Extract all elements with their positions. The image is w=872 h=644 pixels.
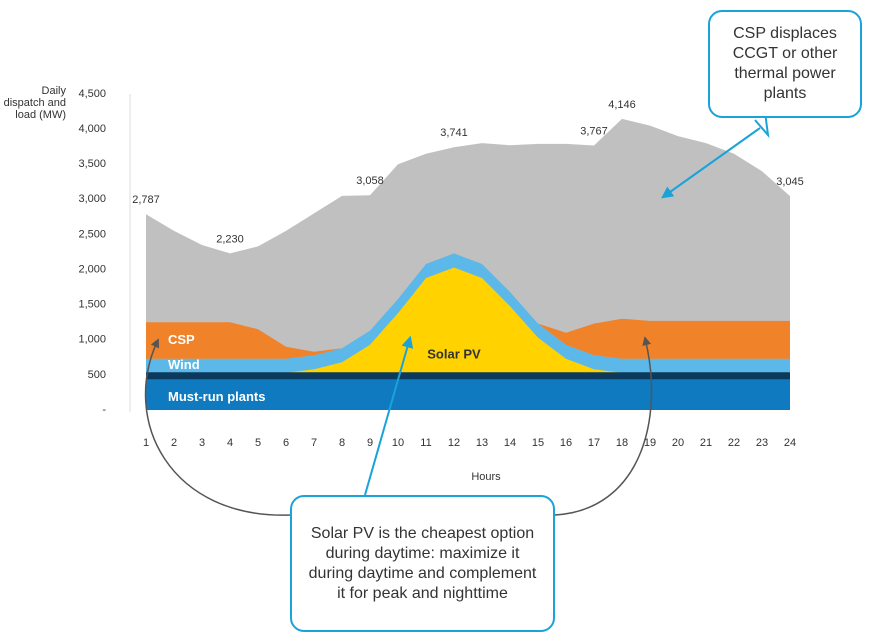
arrow [364, 335, 414, 496]
y-tick-label: 3,500 [78, 158, 106, 170]
value-label: 3,045 [776, 176, 804, 188]
x-tick-label: 17 [588, 437, 600, 449]
y-tick-label: 4,500 [78, 88, 106, 100]
x-tick-label: 9 [367, 437, 373, 449]
area [146, 372, 790, 410]
y-tick-label: 500 [88, 369, 106, 381]
y-tick-label: 1,500 [78, 299, 106, 311]
y-tick-label: 4,000 [78, 123, 106, 135]
value-label: 3,767 [580, 125, 608, 137]
x-tick-label: 6 [283, 437, 289, 449]
series-label: Solar PV [427, 347, 481, 362]
arrow [144, 338, 293, 516]
x-tick-label: 20 [672, 437, 684, 449]
arrow [554, 336, 653, 516]
x-tick-label: 11 [420, 437, 431, 449]
series-label: Wind [168, 357, 200, 372]
area [146, 267, 790, 373]
value-label: 3,058 [356, 175, 384, 187]
x-tick-label: 23 [756, 437, 768, 449]
x-tick-label: 16 [560, 437, 572, 449]
x-tick-label: 4 [227, 437, 233, 449]
y-tick-label: 2,500 [78, 228, 106, 240]
x-tick-label: 18 [616, 437, 628, 449]
x-tick-label: 5 [255, 437, 261, 449]
value-label: 4,146 [608, 99, 636, 111]
x-tick-label: 22 [728, 437, 740, 449]
callout: Solar PV is the cheapest option during d… [290, 495, 555, 632]
y-tick-label: 1,000 [78, 334, 106, 346]
x-tick-label: 19 [644, 437, 656, 449]
value-label: 3,741 [440, 127, 468, 139]
x-tick-label: 2 [171, 437, 177, 449]
series-label: Must-run plants [168, 389, 266, 404]
x-tick-label: 13 [476, 437, 488, 449]
y-tick-label: 3,000 [78, 193, 106, 205]
x-tick-label: 21 [700, 437, 712, 449]
x-tick-label: 1 [143, 437, 149, 449]
area [146, 253, 790, 373]
x-tick-label: 10 [392, 437, 404, 449]
area [146, 253, 790, 359]
x-tick-label: 15 [532, 437, 544, 449]
x-tick-label: 12 [448, 437, 460, 449]
x-tick-label: 8 [339, 437, 345, 449]
x-tick-label: 24 [784, 437, 796, 449]
callout: CSP displaces CCGT or other thermal powe… [708, 10, 862, 118]
x-tick-label: 7 [311, 437, 317, 449]
y-axis-label: Daily dispatch and load (MW) [3, 85, 66, 121]
x-axis-label: Hours [471, 471, 501, 483]
value-label: 2,230 [216, 233, 244, 245]
x-tick-label: 3 [199, 437, 205, 449]
y-tick-label: 2,000 [78, 263, 106, 275]
value-label: 2,787 [132, 194, 160, 206]
x-tick-label: 14 [504, 437, 516, 449]
arrow [661, 127, 761, 199]
y-tick-label: - [102, 404, 106, 416]
series-label: CSP [168, 332, 195, 347]
